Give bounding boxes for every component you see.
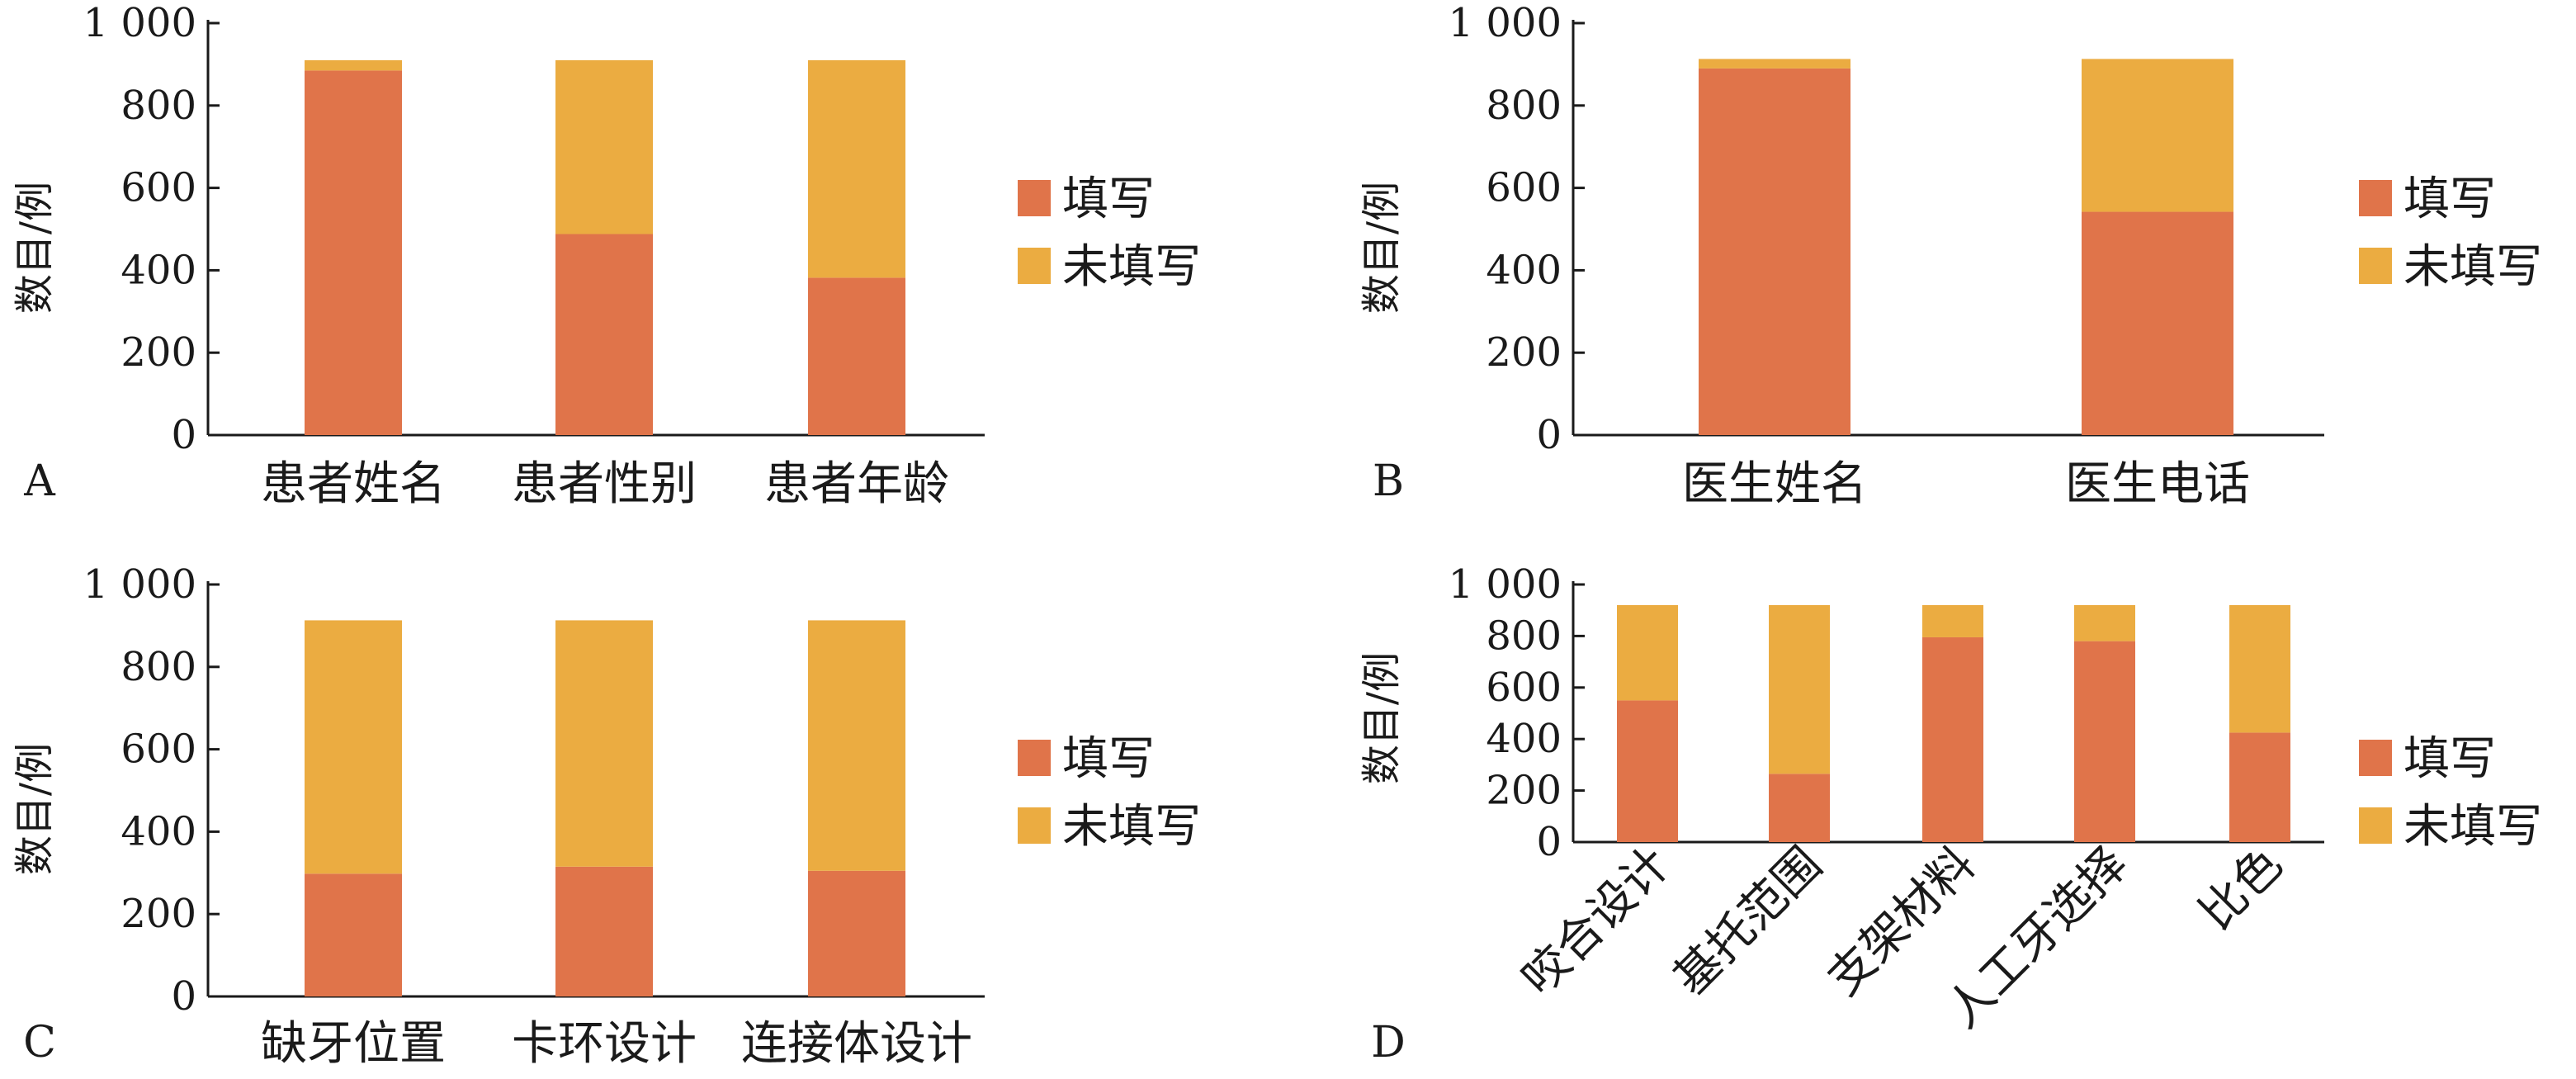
legend-label: 填写 <box>2403 173 2496 226</box>
y-tick-label: 600 <box>121 726 196 773</box>
x-category-label: 比色 <box>2190 837 2293 940</box>
bar-segment <box>2074 604 2135 641</box>
bar-segment <box>305 59 402 71</box>
bar-segment <box>1617 700 1678 842</box>
bar-segment <box>555 234 653 435</box>
legend-swatch <box>2359 248 2392 284</box>
bar-segment <box>808 277 905 435</box>
x-category-label: 医生电话 <box>2065 457 2250 511</box>
x-category-label: 患者年龄 <box>764 457 949 511</box>
y-tick-label: 1 000 <box>1449 0 1562 46</box>
y-tick-label: 200 <box>121 891 196 937</box>
bar-segment <box>808 870 905 996</box>
bar-segment <box>555 866 653 996</box>
x-category-label: 卡环设计 <box>512 1017 697 1071</box>
y-tick-label: 400 <box>121 808 196 854</box>
x-category-label: 患者性别 <box>512 457 697 511</box>
x-category-label: 基托范围 <box>1664 837 1832 1006</box>
panel-label: C <box>23 1018 56 1067</box>
y-tick-label: 0 <box>171 412 196 458</box>
legend-label: 填写 <box>2403 732 2496 786</box>
x-category-label: 连接体设计 <box>741 1017 972 1071</box>
legend-swatch <box>2359 180 2392 216</box>
y-tick-label: 1 000 <box>83 561 196 608</box>
y-axis-label: 数目/例 <box>1359 652 1405 784</box>
legend-swatch <box>2359 740 2392 776</box>
bar-segment <box>305 620 402 874</box>
y-axis-label: 数目/例 <box>12 743 58 875</box>
y-tick-label: 800 <box>1486 83 1562 129</box>
legend-label: 未填写 <box>2403 240 2542 294</box>
bar-segment <box>1699 68 1850 435</box>
legend-label: 填写 <box>1062 732 1155 786</box>
y-tick-label: 600 <box>1486 165 1562 211</box>
y-tick-label: 800 <box>121 644 196 690</box>
bar-segment <box>808 620 905 871</box>
y-tick-label: 800 <box>121 83 196 129</box>
x-category-label: 医生姓名 <box>1682 457 1867 511</box>
legend-swatch <box>1018 740 1051 776</box>
bar-segment <box>2082 59 2233 212</box>
y-tick-label: 200 <box>1486 329 1562 376</box>
y-tick-label: 200 <box>1486 768 1562 814</box>
bar-segment <box>305 70 402 435</box>
bar-segment <box>555 620 653 867</box>
bar-segment <box>555 59 653 234</box>
y-tick-label: 0 <box>1536 819 1562 865</box>
bar-segment <box>2082 211 2233 435</box>
legend-label: 未填写 <box>1062 240 1201 294</box>
x-category-label: 患者姓名 <box>261 457 446 511</box>
y-tick-label: 600 <box>121 165 196 211</box>
bar-segment <box>1617 604 1678 701</box>
y-tick-label: 1 000 <box>1449 561 1562 608</box>
bar-segment <box>1769 774 1830 842</box>
x-category-label: 缺牙位置 <box>261 1017 446 1071</box>
panel-label: B <box>1373 457 1404 506</box>
bar-segment <box>305 873 402 996</box>
bar-segment <box>1922 604 1983 637</box>
bar-segment <box>1922 637 1983 842</box>
y-tick-label: 400 <box>1486 716 1562 762</box>
legend-label: 填写 <box>1062 173 1155 226</box>
y-axis-label: 数目/例 <box>12 182 58 314</box>
panel-label: D <box>1371 1018 1406 1067</box>
y-tick-label: 800 <box>1486 613 1562 659</box>
y-tick-label: 0 <box>171 973 196 1020</box>
bar-segment <box>808 59 905 278</box>
bar-segment <box>2074 641 2135 842</box>
y-tick-label: 400 <box>1486 247 1562 293</box>
legend-swatch <box>2359 807 2392 844</box>
y-tick-label: 200 <box>121 329 196 376</box>
bar-segment <box>2229 732 2290 842</box>
y-tick-label: 600 <box>1486 665 1562 711</box>
y-axis-label: 数目/例 <box>1359 182 1405 314</box>
legend-label: 未填写 <box>1062 800 1201 854</box>
y-tick-label: 400 <box>121 247 196 293</box>
legend-label: 未填写 <box>2403 800 2542 854</box>
y-tick-label: 0 <box>1536 412 1562 458</box>
y-tick-label: 1 000 <box>83 0 196 46</box>
legend-swatch <box>1018 807 1051 844</box>
bar-segment <box>1769 604 1830 774</box>
legend-swatch <box>1018 180 1051 216</box>
bar-segment <box>2229 604 2290 733</box>
legend-swatch <box>1018 248 1051 284</box>
panel-label: A <box>23 457 56 506</box>
bar-segment <box>1699 59 1850 69</box>
